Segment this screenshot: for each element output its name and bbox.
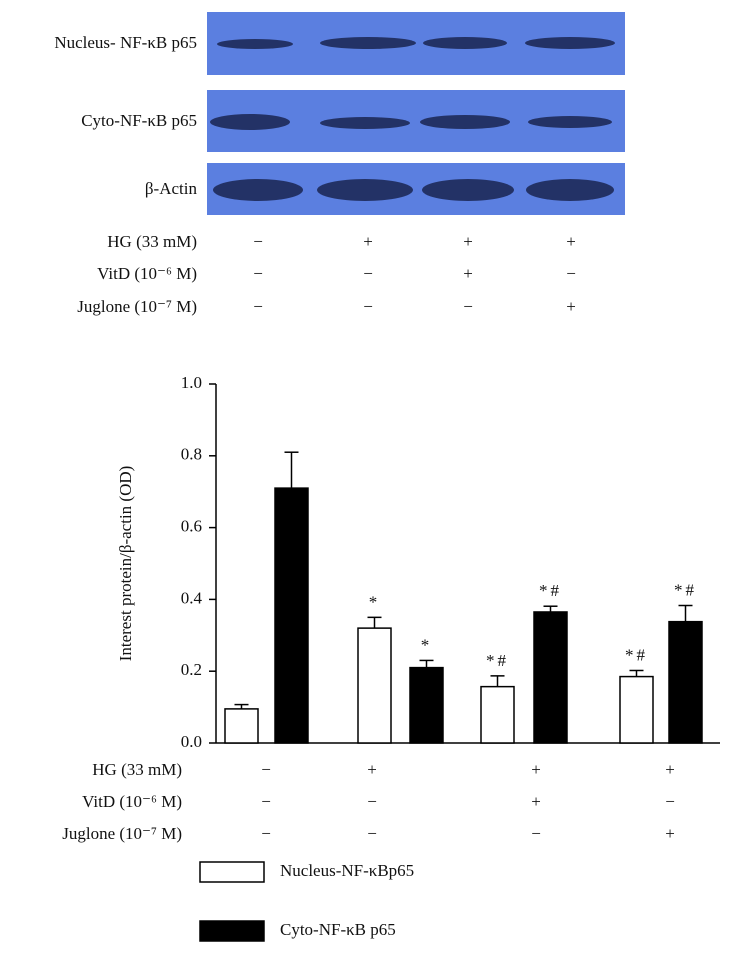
- legend-label: Nucleus-NF-κBp65: [280, 861, 414, 880]
- blot-condition-sign: +: [566, 297, 576, 316]
- blot-label: Cyto-NF-κB p65: [81, 111, 197, 130]
- blot-band: [526, 179, 614, 201]
- blot-band: [217, 39, 293, 49]
- chart-condition-label: HG (33 mM): [92, 760, 182, 779]
- blot-band: [317, 179, 413, 201]
- bar: [274, 487, 309, 744]
- legend-swatch: [199, 920, 265, 942]
- blot-condition-sign: −: [463, 297, 473, 316]
- bar: [409, 666, 444, 744]
- bar: [357, 627, 392, 744]
- bar: [668, 620, 703, 744]
- significance-label: *: [421, 635, 433, 654]
- bar: [619, 675, 654, 744]
- chart-condition-label: Juglone (10⁻⁷ M): [62, 824, 182, 843]
- chart-condition-sign: +: [665, 760, 675, 779]
- chart-condition-sign: +: [665, 824, 675, 843]
- blot-band: [320, 117, 410, 129]
- chart-condition-sign: −: [367, 824, 377, 843]
- significance-label: *: [369, 592, 381, 611]
- chart-condition-sign: −: [531, 824, 541, 843]
- blot-condition-sign: +: [566, 232, 576, 251]
- blot-band: [525, 37, 615, 49]
- blot-condition-label: HG (33 mM): [107, 232, 197, 251]
- blot-condition-sign: −: [363, 297, 373, 316]
- blot-band: [528, 116, 612, 128]
- chart-condition-sign: +: [531, 760, 541, 779]
- chart-condition-sign: +: [531, 792, 541, 811]
- legend-label: Cyto-NF-κB p65: [280, 920, 396, 939]
- legend-swatch: [199, 861, 265, 883]
- y-tick-label: 0.8: [181, 445, 202, 464]
- chart-condition-sign: −: [261, 824, 271, 843]
- blot-band: [213, 179, 303, 201]
- blot-condition-sign: −: [363, 264, 373, 283]
- significance-label: *#: [486, 651, 509, 670]
- significance-label: *#: [539, 581, 562, 600]
- blot-condition-sign: −: [253, 297, 263, 316]
- chart-condition-sign: −: [367, 792, 377, 811]
- blot-condition-sign: −: [253, 264, 263, 283]
- bar: [533, 611, 568, 744]
- blot-condition-sign: −: [566, 264, 576, 283]
- chart-condition-sign: +: [367, 760, 377, 779]
- blot-label: β-Actin: [145, 179, 198, 198]
- blot-band: [320, 37, 416, 49]
- y-tick-label: 0.0: [181, 732, 202, 751]
- blot-condition-sign: −: [253, 232, 263, 251]
- blot-band: [210, 114, 290, 130]
- blot-condition-label: Juglone (10⁻⁷ M): [77, 297, 197, 316]
- y-axis-label: Interest protein/β-actin (OD): [116, 466, 135, 662]
- y-tick-label: 1.0: [181, 373, 202, 392]
- significance-label: *#: [674, 580, 697, 599]
- y-tick-label: 0.2: [181, 660, 202, 679]
- bar: [480, 685, 515, 744]
- chart-condition-sign: −: [665, 792, 675, 811]
- blot-band: [423, 37, 507, 49]
- significance-label: *#: [625, 645, 648, 664]
- y-tick-label: 0.4: [181, 588, 203, 607]
- chart-condition-label: VitD (10⁻⁶ M): [82, 792, 182, 811]
- blot-band: [420, 115, 510, 129]
- blot-condition-sign: +: [463, 232, 473, 251]
- blot-label: Nucleus- NF-κB p65: [54, 33, 197, 52]
- blot-band: [422, 179, 514, 201]
- blot-condition-label: VitD (10⁻⁶ M): [97, 264, 197, 283]
- chart-condition-sign: −: [261, 760, 271, 779]
- blot-condition-sign: +: [363, 232, 373, 251]
- blot-condition-sign: +: [463, 264, 473, 283]
- bar: [224, 708, 259, 744]
- y-tick-label: 0.6: [181, 517, 202, 536]
- chart-condition-sign: −: [261, 792, 271, 811]
- blot-panel: [207, 12, 625, 215]
